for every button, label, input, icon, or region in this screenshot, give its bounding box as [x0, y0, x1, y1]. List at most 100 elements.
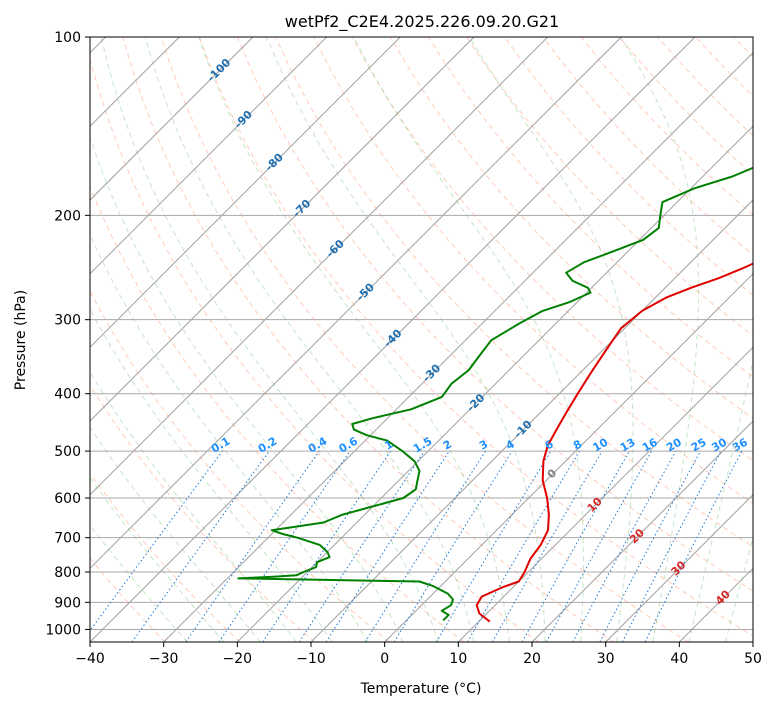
isotherm-line [90, 37, 622, 570]
x-tick-label: 40 [670, 651, 688, 667]
mixing-ratio-label: 2 [441, 438, 454, 453]
isotherm-line [457, 346, 753, 642]
dry-adiabat [90, 56, 540, 642]
isotherm-line [310, 199, 753, 642]
mixing-ratio-line [262, 450, 392, 642]
moist-adiabat [266, 37, 546, 642]
x-tick-label: −10 [296, 651, 326, 667]
series-layer [237, 166, 753, 623]
isotherm-line [531, 420, 753, 642]
mixing-ratio-line [90, 450, 223, 632]
isotherm-line [90, 37, 549, 496]
dry-adiabat [90, 472, 241, 642]
mixing-ratio-label: 0.2 [256, 435, 279, 456]
isotherm-label: 0 [545, 466, 560, 481]
x-axis-label: Temperature (°C) [360, 681, 482, 697]
moist-adiabat [90, 476, 225, 642]
x-tick-label: −40 [75, 651, 105, 667]
mixing-ratio-label: 10 [590, 435, 610, 454]
dry-adiabat [389, 37, 753, 420]
y-tick-label: 800 [54, 565, 81, 581]
chart-title: wetPf2_C2E4.2025.226.09.20.G21 [285, 12, 559, 32]
x-tick-label: 50 [744, 651, 762, 667]
moist-adiabat [144, 37, 475, 642]
moist-adiabat [90, 426, 261, 642]
y-tick-label: 400 [54, 387, 81, 403]
y-tick-label: 900 [54, 595, 81, 611]
dry-adiabat [198, 37, 753, 637]
axis-ticks: −40 −30 −20 −10 0 10 20 30 40 5010020030040050060… [45, 30, 762, 667]
dry-adiabat [504, 37, 753, 296]
mixing-ratio-line [572, 450, 677, 642]
isotherm-line [384, 272, 753, 642]
x-tick-label: −30 [149, 651, 179, 667]
dry-adiabat [542, 37, 753, 256]
dry-adiabat [313, 37, 753, 505]
mixing-ratio-line [435, 450, 552, 642]
x-tick-label: 0 [380, 651, 389, 667]
y-tick-label: 700 [54, 531, 81, 547]
isotherm-line [236, 125, 753, 642]
plot-frame [89, 36, 754, 643]
moist-adiabat [90, 307, 333, 642]
isotherm-line [90, 37, 475, 422]
dry-adiabat [466, 37, 753, 337]
isotherm-label: -30 [420, 361, 443, 384]
moist-adiabat [90, 233, 369, 642]
isotherm-line [163, 51, 753, 642]
moist-adiabat [725, 536, 753, 642]
moist-adiabat [90, 524, 188, 642]
mixing-ratio-label: 0.6 [337, 434, 361, 455]
moist-adiabat [90, 370, 297, 642]
isotherm-line [90, 37, 401, 349]
isotherm-line [605, 493, 753, 642]
y-tick-label: 200 [54, 208, 81, 224]
y-tick-label: 300 [54, 313, 81, 329]
mixing-ratio-line [325, 450, 450, 642]
x-tick-label: 30 [597, 651, 615, 667]
x-tick-label: −20 [223, 651, 253, 667]
mixing-ratio-label: 36 [730, 435, 750, 454]
mixing-ratio-line [621, 450, 722, 642]
dry-adiabat [160, 37, 689, 642]
mixing-ratio-line [393, 450, 513, 642]
dry-adiabat [351, 37, 753, 462]
mixing-ratio-label: 4 [504, 437, 517, 452]
isotherm-line [90, 37, 254, 201]
mixing-ratio-label: 3 [477, 438, 490, 453]
mixing-ratio-line [545, 450, 653, 642]
moist-adiabat [90, 135, 404, 642]
dry-adiabat [733, 37, 753, 58]
dry-adiabat [122, 37, 614, 642]
isotherm-label: -80 [263, 150, 286, 173]
y-tick-label: 500 [54, 444, 81, 460]
x-tick-label: 10 [449, 651, 467, 667]
dry-adiabat [695, 37, 753, 97]
mixing-ratio-label: 13 [618, 436, 638, 455]
mixing-ratio-label: 16 [640, 435, 660, 454]
label-layer: 0.1 0.2 0.4 0.6 1 1.5 2 3 4 6 8 10 13 16 20 25 30 36-100-… [205, 56, 751, 608]
dry-adiabat [237, 37, 753, 592]
dry-adiabat [275, 37, 753, 548]
moist-adiabat [100, 37, 439, 642]
isotherm-line [90, 37, 696, 642]
background-lines [90, 37, 753, 642]
temperature-line [475, 262, 753, 623]
mixing-ratio-label: 25 [689, 436, 709, 455]
mixing-ratio-line [521, 450, 630, 642]
mixing-ratio-line [131, 450, 270, 642]
isotherm-line [752, 641, 753, 642]
mixing-ratio-label: 0.4 [306, 434, 330, 455]
mixing-ratio-line [599, 450, 701, 642]
dewpoint-line [237, 166, 753, 622]
isotherm-label: 40 [713, 587, 733, 607]
isotherm-line [678, 567, 753, 642]
y-axis-label: Pressure (hPa) [13, 290, 29, 390]
mixing-ratio-line [298, 450, 425, 642]
dry-adiabat [90, 290, 390, 642]
dry-adiabat [90, 185, 465, 642]
mixing-ratio-line [185, 450, 320, 642]
dry-adiabat [90, 384, 316, 642]
y-tick-label: 600 [54, 491, 81, 507]
